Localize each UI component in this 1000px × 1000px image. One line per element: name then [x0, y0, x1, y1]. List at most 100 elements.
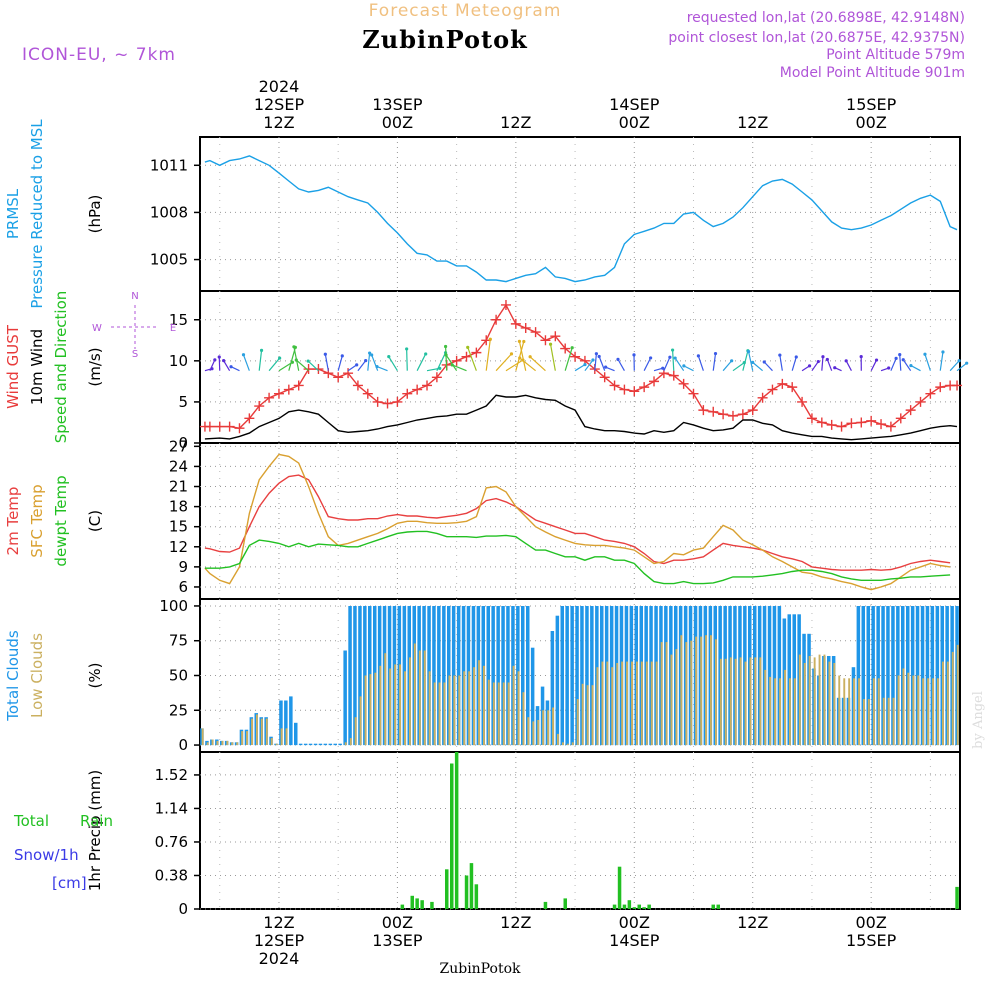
wind-arrow-head: [591, 358, 595, 362]
gust-marker: [224, 421, 235, 432]
gust-marker: [540, 335, 551, 346]
wind-arrow-head: [898, 353, 902, 357]
data-bar: [793, 678, 796, 746]
gust-marker: [915, 396, 926, 407]
ytick-label: 50: [169, 667, 188, 685]
wind-arrow: [347, 364, 358, 372]
gust-marker: [737, 409, 748, 420]
data-bar: [739, 657, 742, 745]
data-bar: [566, 743, 569, 746]
wind-arrow: [663, 356, 671, 371]
data-bar: [354, 717, 357, 745]
data-bar: [458, 675, 461, 745]
data-bar: [358, 606, 362, 746]
data-bar: [308, 743, 313, 746]
wind-arrow-head: [241, 353, 246, 357]
gust-marker: [698, 405, 709, 416]
panel-label: (%): [86, 663, 104, 689]
data-bar: [560, 606, 564, 746]
data-bar: [542, 710, 545, 746]
wind-arrow-head: [229, 365, 233, 369]
data-bar: [275, 743, 278, 746]
data-bar: [925, 606, 930, 746]
panel-pressure: 1005 1008 1011 PRMSL Pressure Reduced to MSL…: [4, 119, 961, 309]
bottom-time-label: 13SEP: [372, 931, 423, 950]
gust-marker: [629, 386, 640, 397]
data-bar: [777, 606, 782, 746]
data-bar: [537, 720, 540, 745]
wind-arrow: [367, 352, 371, 371]
gust-marker: [550, 331, 561, 342]
data-bar: [617, 866, 622, 909]
wind-arrow: [752, 361, 763, 372]
panel-label: (C): [86, 510, 104, 532]
data-bar: [463, 671, 466, 745]
gust-marker: [431, 372, 442, 383]
top-time-label: 13SEP: [372, 95, 423, 114]
data-bar: [591, 685, 594, 745]
wind-arrow-head: [821, 355, 825, 359]
data-bar: [803, 663, 806, 746]
wind-arrow: [258, 350, 263, 371]
gust-marker: [333, 372, 344, 383]
data-bar: [562, 742, 564, 746]
wind-arrow: [242, 354, 250, 371]
gust-marker: [570, 351, 581, 362]
gust-marker: [649, 376, 660, 387]
bottom-time-label: 2024: [259, 949, 300, 968]
wind-arrow-head: [364, 359, 368, 363]
wind-arrow-head: [604, 365, 608, 369]
bottom-time-label: 12Z: [737, 913, 768, 932]
data-bar: [284, 700, 288, 745]
data-bar: [474, 884, 479, 909]
wind-arrow-head: [517, 339, 522, 343]
data-bar: [670, 654, 673, 745]
point-altitude: Point Altitude 579m: [826, 47, 965, 63]
gust-marker: [372, 396, 383, 407]
data-bar: [581, 683, 584, 745]
wind-arrow-head: [466, 345, 470, 349]
data-bar: [246, 731, 248, 745]
wind-arrow: [416, 353, 427, 371]
wind-arrow: [518, 341, 527, 371]
data-bar: [867, 699, 870, 745]
wind-arrow-head: [522, 339, 526, 344]
gust-marker: [688, 388, 699, 399]
gust-marker: [767, 384, 778, 395]
wind-arrow-head: [965, 361, 969, 365]
data-bar: [647, 904, 651, 909]
data-bar: [333, 743, 337, 746]
wind-arrow-head: [807, 364, 812, 368]
wind-arrow: [890, 358, 897, 371]
gust-marker: [283, 384, 294, 395]
data-bar: [645, 661, 648, 746]
data-bar: [759, 657, 762, 745]
wind-arrow-head: [548, 342, 553, 346]
bottom-time-label: 00Z: [619, 913, 650, 932]
data-bar: [685, 642, 688, 745]
wind-arrow-head: [894, 356, 898, 360]
wind-arrow: [495, 353, 512, 372]
data-bar: [627, 900, 632, 909]
ytick-label: 1.52: [155, 766, 188, 784]
panel-label: 1hr Precip (mm): [86, 770, 104, 891]
panel-label: 2m Temp: [4, 487, 22, 556]
data-bar: [861, 606, 865, 746]
data-bar: [563, 898, 567, 909]
top-time-label: 14SEP: [609, 95, 660, 114]
wind-arrow-head: [597, 354, 601, 359]
wind-arrow-head: [278, 356, 282, 360]
data-bar: [955, 886, 959, 909]
data-bar: [665, 642, 668, 745]
top-time-label: 15SEP: [846, 95, 897, 114]
data-bar: [464, 875, 469, 909]
data-bar: [570, 606, 574, 746]
data-bar: [576, 699, 579, 745]
wind-arrow: [732, 362, 745, 372]
wind-arrow: [223, 360, 231, 372]
wind-arrow: [564, 347, 573, 371]
data-bar: [754, 657, 757, 745]
data-bar: [828, 661, 831, 746]
data-bar: [364, 675, 367, 745]
